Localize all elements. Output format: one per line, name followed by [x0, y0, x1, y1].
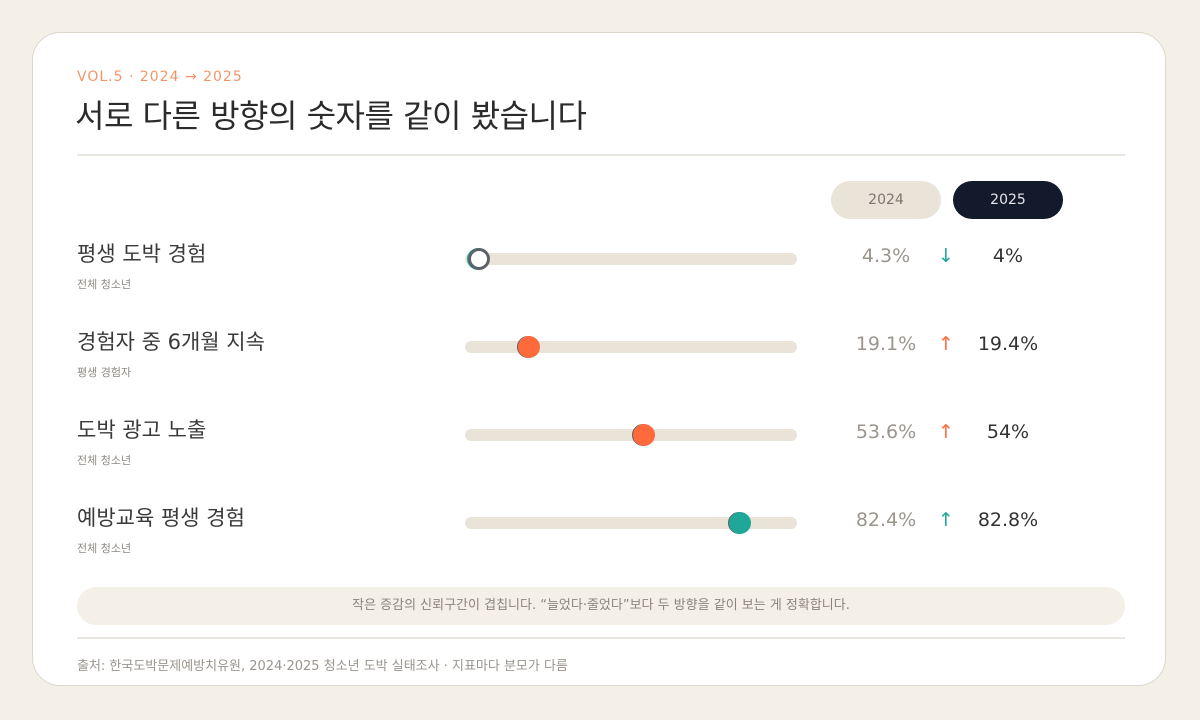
value-2025: 82.8% [977, 509, 1039, 531]
row-label: 경험자 중 6개월 지속 [77, 330, 265, 354]
row-label: 예방교육 평생 경험 [77, 506, 245, 530]
up-arrow-icon: ↑ [938, 509, 954, 531]
dot-2024 [468, 248, 491, 270]
value-2025: 4% [992, 245, 1024, 267]
up-arrow-icon: ↑ [938, 333, 954, 355]
source-credit: 출처: 한국도박문제예방치유원, 2024·2025 청소년 도박 실태조사 ·… [77, 659, 568, 674]
header-divider [77, 154, 1125, 156]
row-base-label: 전체 청소년 [77, 278, 132, 291]
legend-2024-pill: 2024 [831, 181, 941, 219]
footer-divider [77, 637, 1125, 639]
chart-card: VOL.5 · 2024 → 2025 서로 다른 방향의 숫자를 같이 봤습니… [32, 32, 1166, 686]
chart-title: 서로 다른 방향의 숫자를 같이 봤습니다 [75, 97, 587, 135]
up-arrow-icon: ↑ [938, 421, 954, 443]
legend-2025-pill: 2025 [953, 181, 1063, 219]
row-track [465, 336, 797, 358]
row-label: 도박 광고 노출 [77, 418, 207, 442]
row-base-label: 전체 청소년 [77, 542, 132, 555]
row-base-label: 평생 경험자 [77, 366, 132, 379]
row-label: 평생 도박 경험 [77, 242, 207, 266]
dot-2025 [633, 424, 656, 446]
dot-2025 [518, 336, 541, 358]
row-track [465, 248, 797, 270]
value-2025: 54% [986, 421, 1030, 443]
dot-2025 [728, 512, 751, 534]
value-2024: 4.3% [861, 245, 911, 267]
row-base-label: 전체 청소년 [77, 454, 132, 467]
value-2024: 82.4% [855, 509, 917, 531]
confidence-note: 작은 증감의 신뢰구간이 겹칩니다. “늘었다·줄었다”보다 두 방향을 같이 … [77, 587, 1125, 625]
row-track [465, 424, 797, 446]
down-arrow-icon: ↓ [938, 245, 954, 267]
issue-eyebrow: VOL.5 · 2024 → 2025 [77, 69, 243, 85]
value-2025: 19.4% [977, 333, 1039, 355]
value-2024: 53.6% [855, 421, 917, 443]
value-2024: 19.1% [855, 333, 917, 355]
row-track [465, 512, 797, 534]
